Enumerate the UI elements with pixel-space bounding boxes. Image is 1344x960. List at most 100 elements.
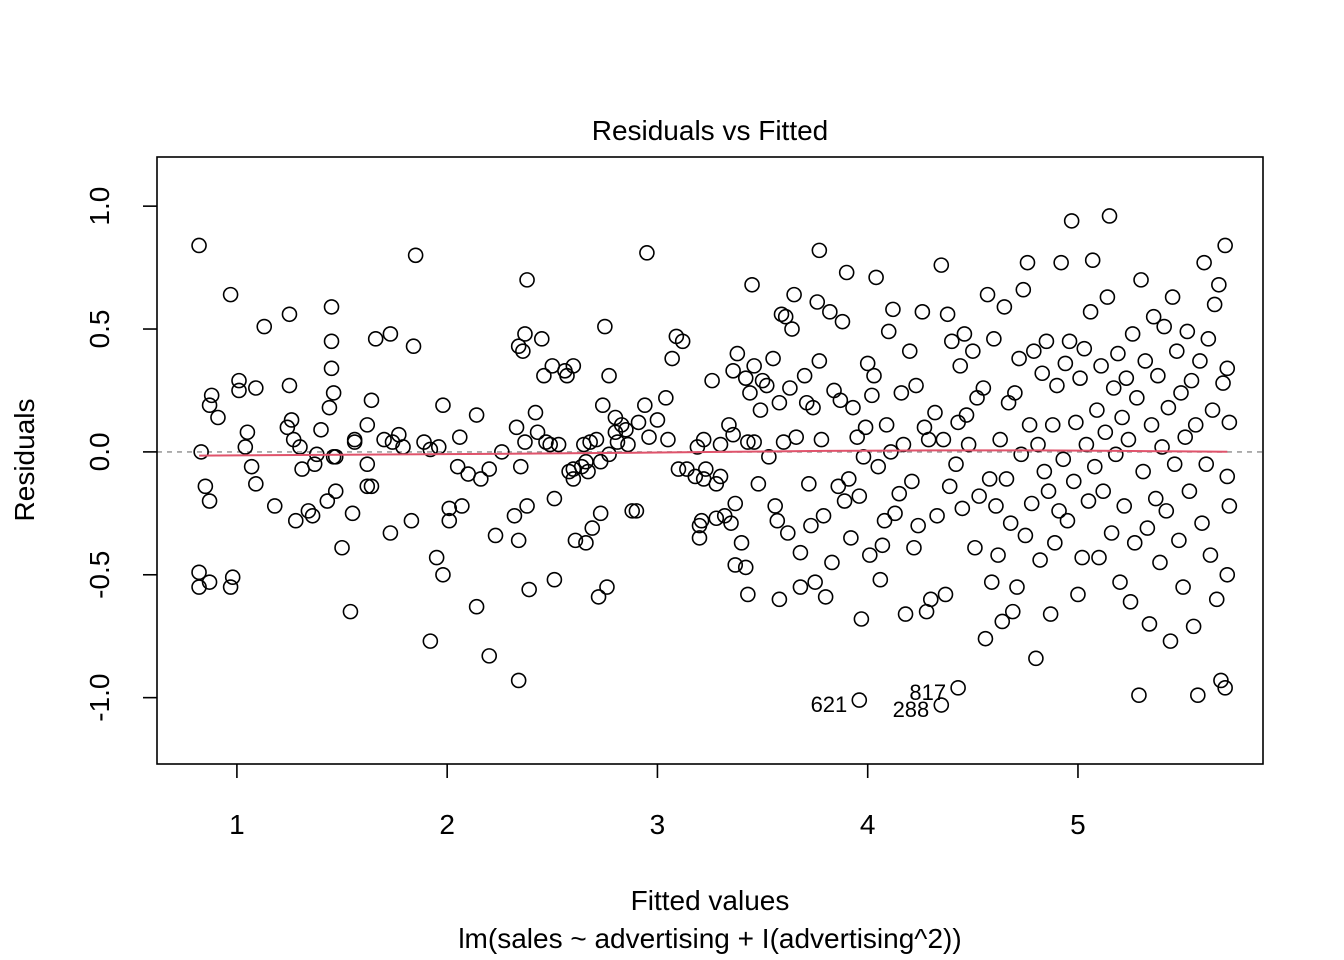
residual-point	[512, 458, 529, 475]
labeled-residual-point	[950, 680, 966, 696]
residual-point	[428, 549, 445, 566]
residual-point	[1175, 579, 1191, 595]
residual-point	[1143, 417, 1160, 433]
residual-point	[723, 515, 739, 531]
residual-point	[342, 603, 359, 620]
residual-point	[222, 286, 239, 303]
residual-point	[958, 407, 975, 423]
residual-point	[506, 507, 523, 524]
residual-point	[983, 574, 1000, 590]
residual-point	[1162, 633, 1179, 649]
residual-point	[811, 242, 828, 259]
residual-point	[691, 517, 708, 534]
residual-point	[998, 471, 1015, 487]
residual-point	[859, 355, 876, 372]
residual-point	[283, 412, 300, 428]
residual-point	[1139, 520, 1156, 536]
residual-point	[1030, 436, 1046, 453]
residual-point	[1095, 483, 1111, 500]
residual-point	[708, 510, 725, 527]
residual-point	[1116, 498, 1133, 514]
residual-point	[664, 350, 680, 367]
residual-point	[248, 476, 264, 492]
residual-point	[1208, 591, 1225, 608]
residual-point	[1190, 687, 1206, 703]
residual-point	[746, 434, 762, 450]
residual-point	[201, 397, 218, 414]
x-tick-label: 1	[229, 809, 245, 840]
residual-point	[641, 429, 657, 445]
residual-point	[567, 532, 584, 549]
residual-point	[321, 399, 338, 416]
residual-point	[517, 434, 533, 450]
residual-point	[767, 498, 783, 514]
labeled-residual-point	[933, 697, 950, 713]
residual-point	[515, 343, 531, 359]
residual-point	[468, 407, 485, 423]
y-tick-label: 1.0	[84, 187, 115, 226]
residual-point	[1076, 340, 1093, 357]
residual-point	[201, 493, 218, 509]
residual-point	[449, 458, 466, 475]
residual-point	[451, 429, 468, 445]
residual-point	[435, 397, 451, 414]
residual-point	[613, 417, 630, 433]
residual-point	[1114, 409, 1130, 426]
outlier-label: 817	[909, 680, 946, 705]
residual-point	[559, 367, 575, 384]
residual-point	[494, 444, 510, 460]
residual-point	[637, 397, 653, 414]
residual-point	[870, 458, 887, 475]
x-axis-label: Fitted values	[631, 885, 790, 916]
residual-point	[1131, 687, 1147, 703]
residual-point	[670, 461, 687, 477]
residual-point	[1137, 353, 1154, 369]
residual-point	[1049, 377, 1065, 394]
residual-point	[533, 331, 550, 347]
residual-point	[594, 397, 611, 414]
residual-point	[960, 436, 977, 453]
residual-point	[733, 535, 750, 551]
residual-point	[639, 245, 655, 261]
residual-point	[1002, 515, 1019, 531]
residual-point	[773, 306, 790, 323]
residual-point	[1200, 331, 1217, 347]
residual-point	[740, 434, 756, 450]
residual-point	[1177, 429, 1194, 445]
residual-point	[609, 434, 626, 450]
residual-point	[601, 446, 617, 463]
residual-point	[897, 606, 914, 622]
residual-point	[737, 559, 754, 576]
residual-point	[975, 380, 992, 396]
residual-point	[473, 471, 489, 487]
residual-point	[725, 426, 741, 443]
residual-point	[1082, 304, 1099, 320]
residual-point	[771, 591, 788, 608]
residual-point	[1034, 365, 1051, 382]
residual-point	[853, 611, 870, 627]
residual-point	[1211, 276, 1227, 293]
residual-point	[1059, 512, 1076, 529]
residual-point	[620, 436, 636, 453]
outlier-label: 288	[893, 697, 930, 722]
residual-point	[1038, 333, 1055, 350]
residual-point	[193, 444, 209, 460]
x-tick-label: 3	[650, 809, 666, 840]
residual-point	[952, 358, 969, 374]
residual-point	[1065, 473, 1082, 490]
residual-point	[1007, 385, 1023, 401]
residual-point	[327, 483, 344, 500]
residual-point	[904, 473, 920, 490]
residual-point	[929, 507, 945, 524]
residual-point	[565, 358, 582, 374]
residual-point	[279, 419, 296, 436]
residual-point	[287, 512, 304, 529]
residual-point	[422, 441, 439, 458]
residual-point	[950, 414, 966, 431]
residual-point	[363, 478, 380, 495]
residual-point	[740, 586, 756, 603]
residual-point	[1215, 375, 1231, 391]
y-tick-label: 0.5	[84, 310, 115, 349]
x-tick-label: 2	[439, 809, 455, 840]
residual-point	[1145, 308, 1162, 325]
